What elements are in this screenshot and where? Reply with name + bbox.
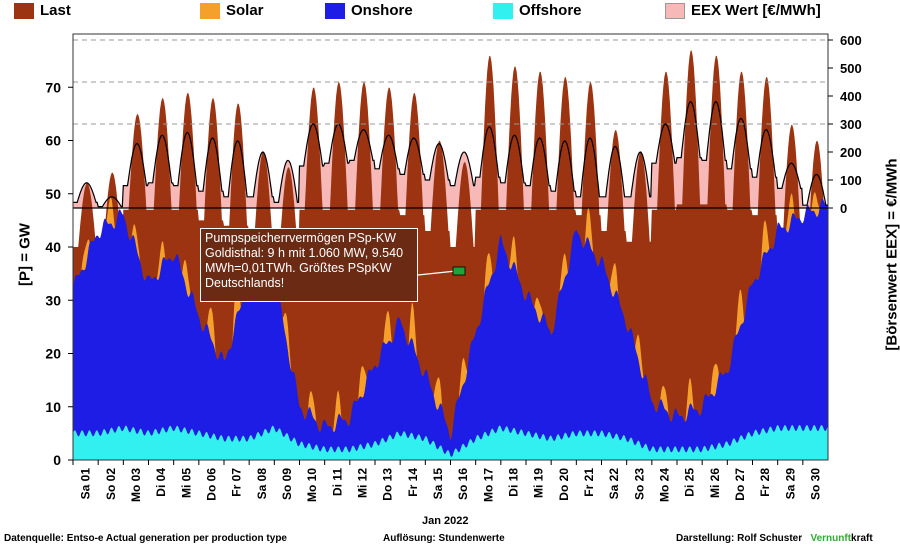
- legend-item-last: Last: [14, 2, 71, 19]
- footer-brand-green: Vernunft: [810, 533, 852, 544]
- footer-source: Datenquelle: Entso-e Actual generation p…: [4, 533, 287, 544]
- right-tick-label-300: 300: [840, 117, 862, 132]
- x-tick-label-29: So 30: [808, 468, 822, 500]
- legend-label-offshore: Offshore: [519, 2, 582, 19]
- left-tick-label-10: 10: [45, 399, 61, 415]
- x-tick-label-10: Di 11: [330, 468, 344, 496]
- right-tick-label-200: 200: [840, 145, 862, 160]
- x-tick-label-14: Sa 15: [431, 468, 445, 500]
- legend-swatch-offshore: [493, 2, 513, 19]
- left-tick-label-70: 70: [45, 79, 61, 95]
- right-tick-label-500: 500: [840, 61, 862, 76]
- x-tick-label-12: Do 13: [381, 468, 395, 501]
- x-tick-label-21: Sa 22: [607, 468, 621, 500]
- x-tick-label-7: Sa 08: [255, 468, 269, 500]
- x-tick-label-20: Fr 21: [582, 468, 596, 497]
- right-tick-label-0: 0: [840, 201, 847, 216]
- annotation-box: Pumpspeicherrvermögen PSp-KW Goldisthal:…: [200, 228, 418, 302]
- x-tick-label-2: Mo 03: [129, 468, 143, 502]
- area-offshore: [73, 424, 828, 460]
- x-tick-label-19: Do 20: [557, 468, 571, 501]
- x-tick-label-3: Di 04: [154, 468, 168, 497]
- x-tick-label-16: Mo 17: [481, 468, 495, 502]
- right-tick-label-100: 100: [840, 173, 862, 188]
- x-tick-label-5: Do 06: [204, 468, 218, 501]
- legend-item-eex: EEX Wert [€/MWh]: [665, 2, 821, 19]
- annotation-marker: [452, 266, 466, 276]
- footer-brand-black: kraft: [851, 533, 873, 544]
- legend-label-last: Last: [40, 2, 71, 19]
- right-tick-label-600: 600: [840, 33, 862, 48]
- x-tick-label-11: Mi 12: [355, 468, 369, 498]
- annotation-connector: [417, 270, 457, 276]
- left-axis-title: [P] = GW: [16, 223, 34, 286]
- x-tick-label-13: Fr 14: [406, 468, 420, 497]
- x-tick-label-17: Di 18: [506, 468, 520, 497]
- legend-swatch-onshore: [325, 2, 345, 19]
- x-month-label: Jan 2022: [422, 515, 469, 527]
- x-tick-label-0: Sa 01: [79, 468, 93, 500]
- x-tick-label-6: Fr 07: [230, 468, 244, 497]
- x-tick-label-22: So 23: [632, 468, 646, 500]
- x-tick-label-9: Mo 10: [305, 468, 319, 502]
- left-tick-label-60: 60: [45, 133, 61, 149]
- legend-swatch-eex: [665, 2, 685, 19]
- left-tick-label-20: 20: [45, 346, 61, 362]
- left-tick-label-50: 50: [45, 186, 61, 202]
- x-tick-label-26: Do 27: [733, 468, 747, 501]
- x-tick-label-8: So 09: [280, 468, 294, 500]
- x-tick-label-25: Mi 26: [708, 468, 722, 498]
- x-tick-label-18: Mi 19: [532, 468, 546, 498]
- legend-label-solar: Solar: [226, 2, 264, 19]
- left-tick-label-0: 0: [53, 452, 61, 468]
- right-axis-title: [Börsenwert EEX] = €/MWh: [883, 158, 900, 351]
- line-eex: [73, 100, 828, 208]
- footer-author: Darstellung: Rolf Schuster Vernunftkraft: [676, 533, 873, 544]
- legend-label-onshore: Onshore: [351, 2, 413, 19]
- footer-resolution: Auflösung: Stundenwerte: [383, 533, 505, 544]
- area-onshore: [73, 198, 828, 458]
- legend-item-onshore: Onshore: [325, 2, 413, 19]
- x-tick-label-28: Sa 29: [783, 468, 797, 500]
- left-tick-label-30: 30: [45, 292, 61, 308]
- legend-swatch-solar: [200, 2, 220, 19]
- legend: Last Solar Onshore Offshore EEX Wert [€/…: [0, 2, 900, 26]
- right-tick-label-400: 400: [840, 89, 862, 104]
- x-tick-label-1: So 02: [104, 468, 118, 500]
- legend-item-solar: Solar: [200, 2, 264, 19]
- legend-item-offshore: Offshore: [493, 2, 582, 19]
- footer-author-prefix: Darstellung: Rolf Schuster: [676, 533, 803, 544]
- x-tick-label-24: Di 25: [683, 468, 697, 497]
- x-tick-label-23: Mo 24: [657, 468, 671, 502]
- x-tick-label-4: Mi 05: [179, 468, 193, 498]
- x-tick-label-27: Fr 28: [758, 468, 772, 497]
- legend-swatch-last: [14, 2, 34, 19]
- legend-label-eex: EEX Wert [€/MWh]: [691, 2, 821, 19]
- x-tick-label-15: So 16: [456, 468, 470, 500]
- left-tick-label-40: 40: [45, 239, 61, 255]
